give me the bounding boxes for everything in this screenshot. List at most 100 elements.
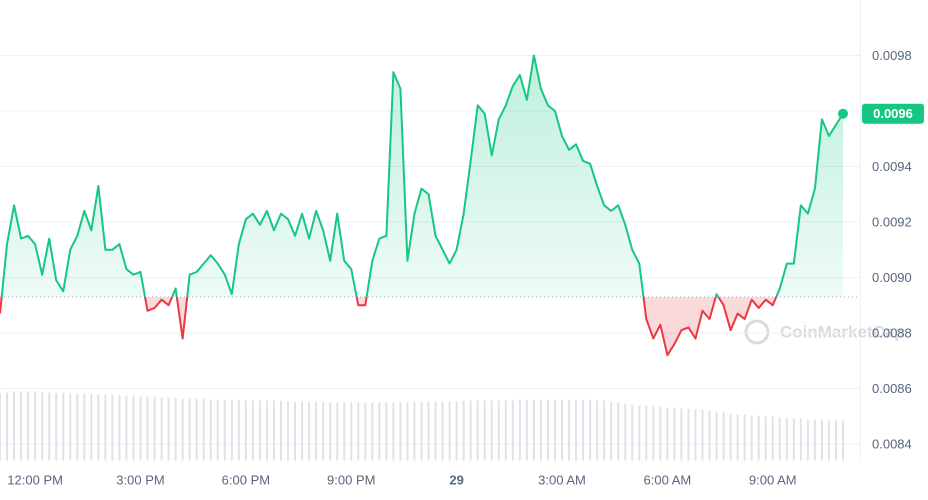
volume-bar (13, 391, 16, 461)
volume-bar (666, 407, 669, 461)
volume-bar (420, 401, 423, 461)
volume-bar (343, 402, 346, 461)
x-tick-label: 6:00 PM (222, 472, 270, 487)
volume-bar (272, 400, 275, 461)
volume-bar (258, 400, 261, 461)
volume-bar (244, 400, 247, 461)
volume-bar (364, 402, 367, 461)
volume-bar (104, 394, 107, 461)
x-tick-label: 12:00 PM (7, 472, 63, 487)
volume-bar (315, 401, 318, 461)
volume-bar (125, 395, 128, 461)
volume-bar (750, 415, 753, 461)
volume-bar (701, 409, 704, 461)
volume-bar (167, 397, 170, 461)
volume-bar (813, 419, 816, 461)
y-tick-label: 0.0086 (872, 381, 912, 396)
volume-bar (188, 398, 191, 461)
volume-bar (518, 399, 521, 461)
area-down (0, 296, 843, 356)
volume-bar (462, 400, 465, 461)
x-tick-label: 3:00 PM (116, 472, 164, 487)
volume-bar (251, 400, 254, 461)
volume-bar (645, 405, 648, 461)
volume-bar (322, 401, 325, 461)
volume-bar (785, 417, 788, 461)
volume-bar (532, 399, 535, 461)
volume-bar (153, 396, 156, 461)
x-tick-label: 6:00 AM (644, 472, 692, 487)
volume-bar (497, 400, 500, 461)
volume-bar (729, 413, 732, 461)
volume-bar (216, 399, 219, 461)
volume-bar (582, 399, 585, 461)
volume-bar (694, 409, 697, 461)
volume-bar (406, 402, 409, 461)
volume-bar (174, 397, 177, 461)
volume-bar (736, 414, 739, 461)
volume-bar (69, 393, 72, 461)
volume-bar (97, 394, 100, 461)
volume-bar (265, 400, 268, 461)
volume-bar (237, 399, 240, 461)
volume-bar (624, 403, 627, 461)
y-tick-label: 0.0098 (872, 48, 912, 63)
volume-bar (111, 394, 114, 461)
volume-bar (427, 401, 430, 461)
volume-bar (722, 412, 725, 461)
volume-bar (448, 401, 451, 461)
volume-bar (659, 406, 662, 461)
volume-bar (834, 420, 837, 461)
volume-bar (378, 402, 381, 461)
volume-bar (596, 400, 599, 461)
x-tick-label: 29 (449, 472, 463, 487)
y-tick-label: 0.0084 (872, 436, 912, 451)
volume-bar (132, 395, 135, 461)
x-tick-label: 3:00 AM (538, 472, 586, 487)
volume-bar (329, 402, 332, 461)
volume-bar (392, 402, 395, 461)
volume-bar (399, 402, 402, 461)
volume-bar (539, 399, 542, 461)
volume-bar (41, 392, 44, 461)
volume-bar (181, 398, 184, 461)
volume-bar (771, 416, 774, 461)
volume-bar (146, 396, 149, 461)
volume-bar (561, 399, 563, 461)
volume-bar (55, 392, 58, 461)
volume-bar (476, 400, 479, 461)
volume-bar (48, 392, 51, 461)
current-price-badge (862, 103, 924, 124)
volume-bar (687, 408, 690, 461)
volume-bar (413, 401, 416, 461)
volume-bar (652, 406, 655, 461)
current-price-label: 0.0096 (873, 106, 913, 121)
volume-bar (294, 401, 297, 461)
volume-bar (287, 401, 290, 461)
volume-bar (336, 402, 339, 461)
volume-bar (715, 411, 718, 461)
volume-bar (6, 392, 9, 461)
volume-bar (308, 401, 311, 461)
volume-bar (799, 418, 802, 461)
volume-bar (638, 405, 641, 461)
volume-bar (575, 399, 578, 461)
volume-bar (778, 417, 781, 461)
volume-bar (504, 400, 507, 461)
volume-bar (553, 399, 556, 461)
x-tick-label: 9:00 PM (327, 472, 375, 487)
volume-bar (743, 414, 746, 461)
volume-bar (83, 393, 86, 461)
volume-bar (357, 402, 360, 461)
area-up (1, 55, 843, 297)
volume-bar (546, 399, 549, 461)
volume-bar (27, 391, 30, 461)
volume-bar (434, 401, 437, 461)
volume-bar (469, 400, 472, 461)
volume-bar (757, 415, 760, 461)
volume-bar (90, 393, 93, 461)
volume-bar (223, 399, 226, 461)
volume-bar (708, 410, 711, 461)
current-dot (838, 108, 848, 119)
